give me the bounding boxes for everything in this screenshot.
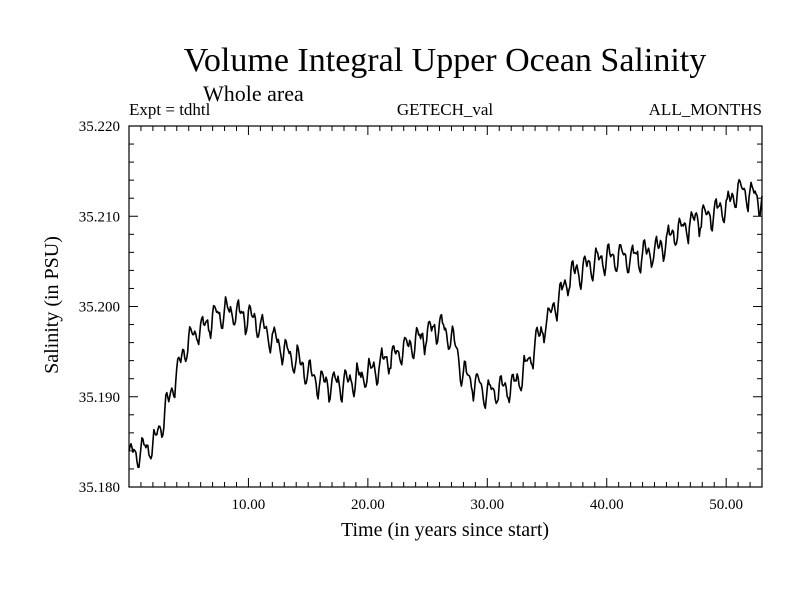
y-tick-label: 35.180 (79, 480, 120, 496)
x-tick-label: 10.00 (232, 497, 266, 513)
y-tick-label: 35.220 (79, 119, 120, 135)
y-tick-label: 35.190 (79, 390, 120, 406)
x-tick-label: 20.00 (351, 497, 385, 513)
y-tick-label: 35.200 (79, 300, 120, 316)
x-tick-label: 30.00 (470, 497, 504, 513)
chart-subtitle: Whole area (203, 81, 304, 106)
axes: 10.00 20.00 30.00 40.00 50.00 35.180 35.190 35.… (79, 119, 763, 513)
experiment-label: Expt = tdhtl (129, 100, 211, 119)
y-tick-label: 35.210 (79, 209, 120, 225)
x-tick-label: 40.00 (590, 497, 624, 513)
salinity-series-line (128, 178, 763, 469)
chart-title: Volume Integral Upper Ocean Salinity (184, 42, 706, 79)
y-axis-label: Salinity (in PSU) (41, 236, 63, 374)
x-axis-label: Time (in years since start) (341, 519, 549, 541)
x-tick-label: 50.00 (709, 497, 743, 513)
dataset-label: GETECH_val (397, 100, 494, 119)
months-label: ALL_MONTHS (649, 100, 762, 119)
plot-area (128, 178, 763, 469)
